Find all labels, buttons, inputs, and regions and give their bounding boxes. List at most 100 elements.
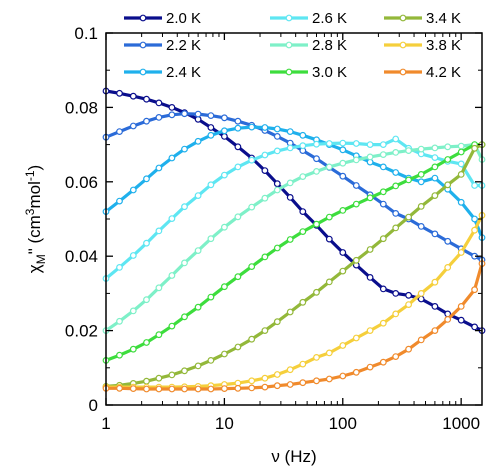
data-point — [392, 290, 400, 297]
data-point — [273, 382, 281, 390]
data-point — [181, 110, 188, 118]
data-point — [392, 169, 400, 176]
data-point — [379, 141, 387, 149]
data-point — [457, 316, 465, 324]
data-point — [431, 278, 439, 286]
data-point — [379, 319, 387, 327]
data-point — [431, 327, 439, 335]
data-point — [417, 178, 425, 186]
data-point — [471, 226, 479, 234]
data-point — [417, 202, 425, 210]
data-point — [168, 322, 176, 330]
data-point — [143, 95, 150, 103]
data-point — [168, 154, 176, 162]
x-axis-label: ν (Hz) — [271, 447, 316, 466]
data-point — [405, 147, 413, 155]
data-point — [248, 203, 256, 211]
legend-marker — [285, 14, 293, 22]
data-point — [392, 135, 400, 143]
data-point — [352, 256, 360, 264]
legend-marker — [399, 41, 407, 49]
data-point — [116, 317, 123, 325]
data-point — [431, 303, 439, 310]
y-tick-label: 0 — [89, 396, 98, 415]
data-point — [207, 357, 215, 364]
data-point — [273, 318, 281, 326]
data-point — [116, 89, 123, 97]
data-point — [129, 92, 137, 100]
data-point — [155, 227, 163, 235]
y-label-main: χ — [25, 264, 44, 273]
legend-marker — [399, 68, 407, 76]
data-point — [339, 267, 347, 275]
legend-item: 2.2 K — [124, 37, 201, 54]
legend-label: 2.6 K — [312, 10, 347, 27]
series-3-0-k — [102, 141, 486, 364]
plot-frame — [105, 32, 483, 406]
data-point — [248, 335, 256, 343]
data-point — [417, 145, 425, 153]
legend-marker — [399, 14, 407, 22]
data-point — [379, 151, 387, 159]
data-point — [325, 213, 333, 221]
data-point — [220, 127, 228, 135]
data-point — [431, 154, 439, 162]
data-point — [143, 117, 150, 125]
y-tick-label: 0.08 — [65, 98, 98, 117]
data-point — [248, 377, 256, 385]
data-point — [207, 385, 215, 393]
ticks-layer: 1 10 100 1000 0 0.02 0.04 0.06 0.08 0.1 — [65, 24, 482, 433]
data-point — [155, 374, 163, 382]
data-point — [352, 182, 360, 189]
y-label-unit-sup2: -1 — [23, 170, 37, 181]
data-point — [273, 125, 281, 133]
data-point — [155, 385, 163, 393]
data-point — [352, 368, 360, 376]
data-point — [352, 200, 360, 208]
data-point — [273, 132, 281, 140]
legend-item: 3.4 K — [384, 10, 461, 27]
legend-marker — [139, 68, 147, 76]
data-point — [168, 215, 176, 223]
y-label-unit-mid: mol — [25, 181, 44, 208]
data-point — [417, 170, 425, 178]
data-point — [405, 345, 413, 353]
data-point — [366, 363, 374, 371]
data-point — [168, 103, 176, 111]
data-point — [261, 327, 269, 335]
data-point — [194, 192, 202, 200]
data-point — [207, 181, 215, 189]
data-point — [168, 385, 176, 393]
data-point — [313, 377, 320, 385]
data-point — [366, 194, 374, 202]
data-point — [299, 298, 307, 306]
data-point — [286, 144, 294, 152]
data-point — [457, 198, 465, 206]
data-point — [181, 385, 188, 393]
data-point — [207, 124, 215, 131]
data-point — [431, 192, 439, 200]
y-label-unit-close: ) — [25, 165, 44, 171]
data-point — [155, 164, 163, 172]
legend: 2.0 K 2.2 K 2.4 K 2.6 K 2.8 K 3.0 K 3.4 K 3.8 K… — [124, 10, 461, 81]
y-label-unit-open: (cm — [25, 215, 44, 248]
y-tick-label: 0.1 — [74, 24, 98, 43]
data-point — [234, 124, 242, 132]
data-point — [143, 385, 150, 393]
data-point — [325, 278, 333, 286]
data-point — [261, 124, 269, 131]
data-point — [325, 235, 333, 243]
data-point — [444, 143, 452, 151]
data-point — [471, 323, 479, 331]
data-point — [129, 122, 137, 130]
data-point — [405, 213, 413, 221]
data-point — [168, 272, 176, 279]
data-point — [129, 385, 137, 393]
data-point — [143, 296, 150, 304]
data-point — [155, 99, 163, 107]
data-point — [392, 224, 400, 232]
legend-label: 2.4 K — [166, 64, 201, 81]
data-point — [286, 193, 294, 201]
data-point — [181, 145, 188, 153]
data-point — [352, 140, 360, 147]
